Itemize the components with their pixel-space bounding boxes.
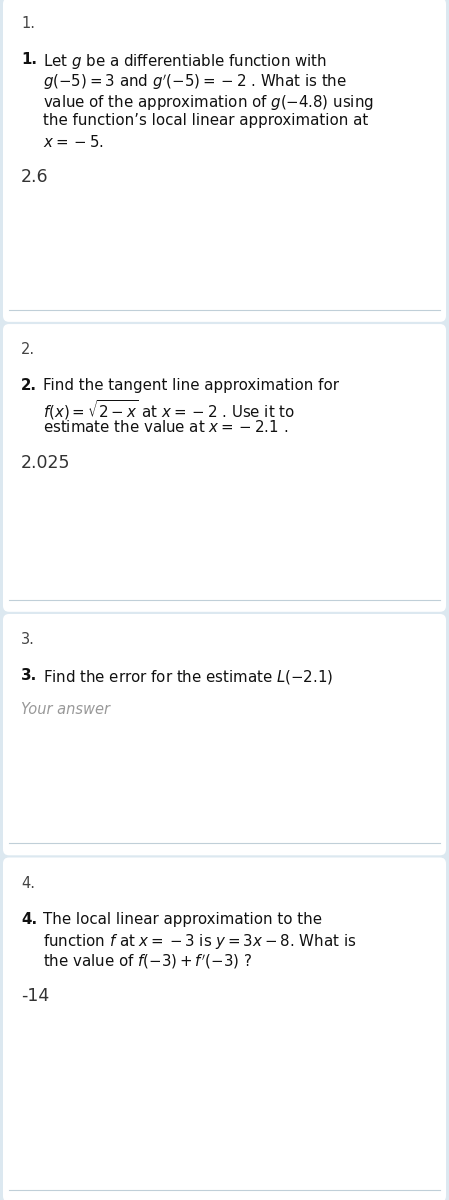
Text: estimate the value at $x = -2.1$ .: estimate the value at $x = -2.1$ . [43, 419, 288, 436]
Text: $f(x) = \sqrt{2-x}$ at $x = -2$ . Use it to: $f(x) = \sqrt{2-x}$ at $x = -2$ . Use it… [43, 398, 295, 422]
FancyBboxPatch shape [3, 614, 446, 856]
Text: -14: -14 [21, 988, 49, 1006]
FancyBboxPatch shape [3, 324, 446, 612]
Text: Let $g$ be a differentiable function with: Let $g$ be a differentiable function wit… [43, 52, 327, 71]
Text: 4.: 4. [21, 912, 37, 926]
Text: 3.: 3. [21, 632, 35, 647]
Text: 1.: 1. [21, 52, 37, 67]
FancyBboxPatch shape [3, 0, 446, 322]
Text: Your answer: Your answer [21, 702, 110, 718]
Text: The local linear approximation to the: The local linear approximation to the [43, 912, 322, 926]
FancyBboxPatch shape [3, 858, 446, 1200]
Text: 2.: 2. [21, 378, 37, 394]
Text: 4.: 4. [21, 876, 35, 890]
Text: $g(-5) = 3$ and $g'(-5) = -2$ . What is the: $g(-5) = 3$ and $g'(-5) = -2$ . What is … [43, 72, 347, 92]
Text: value of the approximation of $g(-4.8)$ using: value of the approximation of $g(-4.8)$ … [43, 92, 374, 112]
Text: 2.6: 2.6 [21, 168, 48, 186]
Text: 2.025: 2.025 [21, 454, 70, 472]
Text: the function’s local linear approximation at: the function’s local linear approximatio… [43, 114, 368, 128]
Text: $x = -5.$: $x = -5.$ [43, 134, 104, 150]
Text: the value of $f(-3) + f'(-3)$ ?: the value of $f(-3) + f'(-3)$ ? [43, 953, 252, 971]
Text: 2.: 2. [21, 342, 35, 358]
Text: 3.: 3. [21, 668, 37, 683]
Text: Find the tangent line approximation for: Find the tangent line approximation for [43, 378, 339, 394]
Text: 1.: 1. [21, 16, 35, 31]
Text: function $f$ at $x = -3$ is $y = 3x - 8$. What is: function $f$ at $x = -3$ is $y = 3x - 8$… [43, 932, 357, 952]
Text: Find the error for the estimate $L(-2.1)$: Find the error for the estimate $L(-2.1)… [43, 668, 333, 686]
